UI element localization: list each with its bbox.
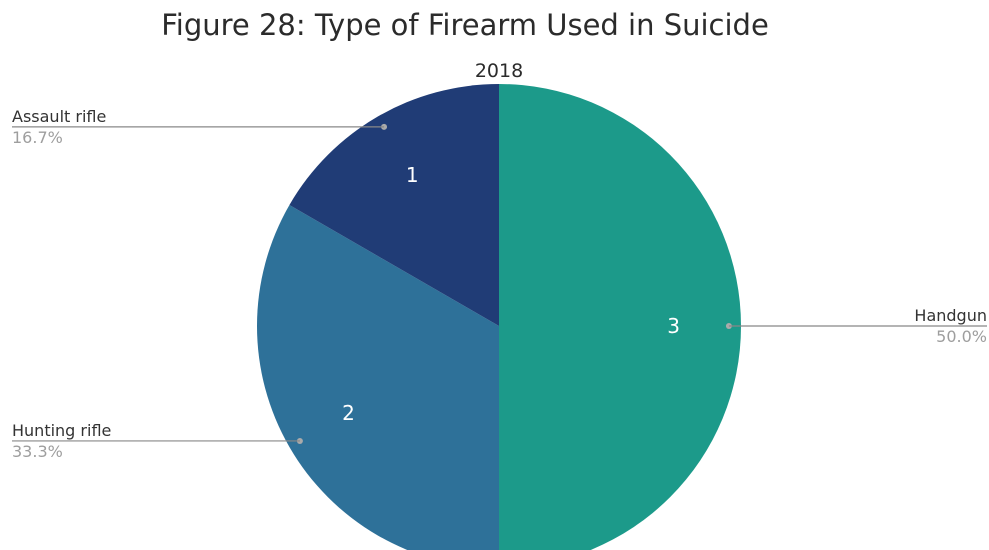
pie-slice-hunting-rifle — [257, 205, 499, 550]
label-name-handgun: Handgun — [914, 306, 987, 325]
label-percent-hunting-rifle: 33.3% — [12, 442, 63, 461]
pie-slice-assault-rifle — [289, 83, 499, 326]
chart-title: Figure 28: Type of Firearm Used in Suici… — [161, 8, 769, 42]
label-percent-handgun: 50.0% — [936, 327, 987, 346]
slice-value-handgun: 3 — [667, 314, 680, 338]
slice-value-hunting-rifle: 2 — [342, 401, 355, 425]
label-name-assault-rifle: Assault rifle — [12, 107, 106, 126]
label-name-hunting-rifle: Hunting rifle — [12, 421, 111, 440]
chart-subtitle: 2018 — [474, 60, 524, 82]
pie-slice-handgun — [499, 84, 741, 550]
slice-value-assault-rifle: 1 — [406, 163, 419, 187]
label-percent-assault-rifle: 16.7% — [12, 128, 63, 147]
